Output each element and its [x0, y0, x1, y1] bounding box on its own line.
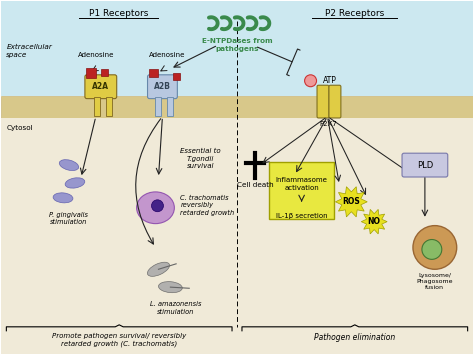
- Text: PLD: PLD: [417, 160, 433, 170]
- FancyBboxPatch shape: [317, 85, 329, 118]
- Bar: [155, 97, 162, 116]
- Circle shape: [305, 75, 317, 87]
- Text: NO: NO: [368, 217, 381, 226]
- FancyBboxPatch shape: [402, 153, 448, 177]
- Bar: [167, 97, 173, 116]
- Ellipse shape: [53, 193, 73, 203]
- Text: ROS: ROS: [342, 197, 360, 206]
- Bar: [94, 97, 100, 116]
- Bar: [1, 1, 473, 95]
- Text: Promote pathogen survival/ reversibly
retarded growth (C. trachomatis): Promote pathogen survival/ reversibly re…: [52, 333, 186, 347]
- Text: ATP: ATP: [322, 76, 337, 85]
- Bar: [1, 119, 473, 354]
- Text: Extracellular
space: Extracellular space: [6, 44, 52, 58]
- Circle shape: [413, 226, 457, 269]
- Circle shape: [422, 240, 442, 260]
- Bar: [106, 97, 112, 116]
- Text: P. gingivalis
stimulation: P. gingivalis stimulation: [49, 212, 89, 225]
- Text: Cytosol: Cytosol: [6, 125, 33, 131]
- Text: Pathogen elimination: Pathogen elimination: [314, 333, 395, 342]
- Ellipse shape: [59, 160, 79, 170]
- Text: P1 Receptors: P1 Receptors: [89, 9, 148, 18]
- Text: IL-1β secretion: IL-1β secretion: [276, 213, 328, 219]
- Text: C. trachomatis
reversibly
retarded growth: C. trachomatis reversibly retarded growt…: [180, 195, 235, 216]
- Ellipse shape: [137, 192, 174, 224]
- Text: Inflammasome
activation: Inflammasome activation: [276, 177, 328, 191]
- Polygon shape: [361, 209, 387, 234]
- Text: Adenosine: Adenosine: [149, 52, 186, 58]
- FancyBboxPatch shape: [85, 75, 117, 99]
- Circle shape: [152, 200, 164, 212]
- Text: Adenosine: Adenosine: [78, 52, 114, 58]
- Text: Lysosome/
Phagosome
fusion: Lysosome/ Phagosome fusion: [417, 273, 453, 290]
- FancyBboxPatch shape: [147, 75, 177, 99]
- FancyBboxPatch shape: [329, 85, 341, 118]
- Text: Essential to
T.gondii
survival: Essential to T.gondii survival: [180, 148, 220, 169]
- Text: P2X7: P2X7: [319, 121, 337, 127]
- FancyBboxPatch shape: [269, 162, 335, 219]
- Ellipse shape: [158, 282, 182, 293]
- Polygon shape: [336, 187, 367, 217]
- Ellipse shape: [147, 262, 170, 276]
- Text: A2B: A2B: [154, 82, 171, 91]
- Text: L. amazonensis
stimulation: L. amazonensis stimulation: [150, 301, 201, 315]
- Bar: [1, 95, 473, 119]
- Text: E-NTPDases from
pathogens: E-NTPDases from pathogens: [202, 38, 272, 51]
- Ellipse shape: [65, 178, 85, 188]
- Text: A2A: A2A: [92, 82, 109, 91]
- Text: Cell death: Cell death: [237, 182, 273, 188]
- Text: P2 Receptors: P2 Receptors: [325, 9, 384, 18]
